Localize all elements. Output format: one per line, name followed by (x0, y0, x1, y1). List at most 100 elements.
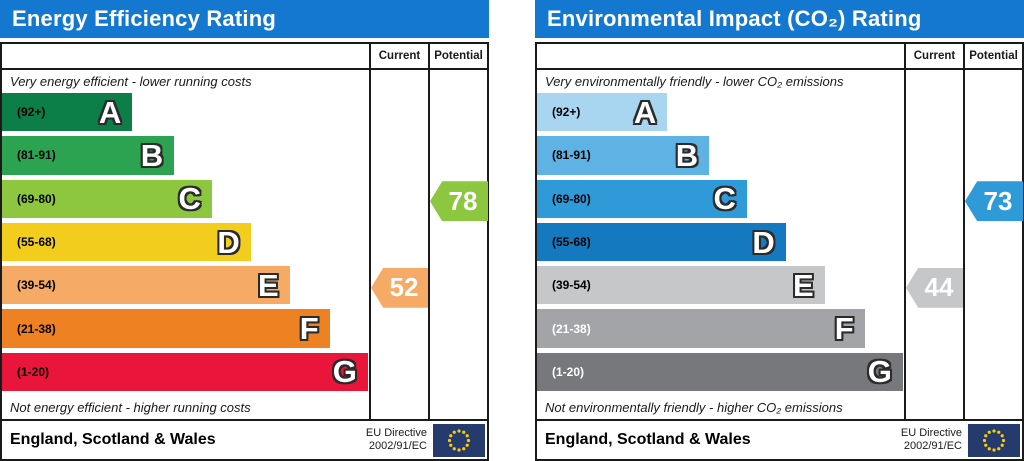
band-range-label: (69-80) (552, 191, 591, 206)
band-row-f: (21-38) F (2, 309, 369, 352)
current-score-column: 52 (369, 70, 429, 420)
top-caption: Very energy efficient - lower running co… (10, 74, 252, 89)
eu-star (984, 443, 988, 447)
eu-star (1000, 433, 1004, 437)
current-rating-arrow: 44 (906, 267, 964, 308)
band-range-label: (81-91) (552, 148, 591, 163)
eu-star (462, 430, 466, 434)
band-bar-d: (55-68) D (2, 222, 251, 262)
band-row-e: (39-54) E (2, 266, 369, 309)
eu-flag-icon (968, 423, 1020, 457)
table-footer: England, Scotland & Wales EU Directive 2… (2, 419, 487, 459)
top-caption: Very environmentally friendly - lower CO… (545, 74, 844, 89)
table-body: Very environmentally friendly - lower CO… (537, 70, 1023, 420)
band-range-label: (92+) (17, 105, 46, 120)
band-range-label: (39-54) (17, 278, 56, 293)
potential-column-header: Potential (428, 44, 487, 68)
band-letter: D (752, 224, 775, 260)
band-letter: F (299, 311, 319, 347)
bottom-caption: Not environmentally friendly - higher CO… (545, 400, 843, 416)
band-letter: D (217, 224, 240, 260)
band-range-label: (55-68) (17, 235, 56, 250)
eu-star (1000, 443, 1004, 447)
eu-directive-label: EU Directive 2002/91/EC (900, 426, 962, 453)
region-label: England, Scotland & Wales (10, 431, 216, 449)
band-letter: G (332, 354, 357, 390)
table-footer: England, Scotland & Wales EU Directive 2… (537, 419, 1022, 459)
band-bar-g: (1-20) G (2, 352, 368, 392)
band-bar-e: (39-54) E (2, 266, 290, 305)
band-letter: C (178, 181, 201, 217)
eu-star (457, 447, 461, 452)
current-score-column: 44 (904, 70, 964, 420)
band-range-label: (21-38) (552, 321, 591, 336)
band-row-b: (81-91) B (2, 136, 369, 179)
eu-star (982, 438, 987, 442)
eu-star (987, 446, 991, 450)
band-row-g: (1-20) G (2, 352, 369, 396)
band-range-label: (39-54) (552, 278, 591, 293)
eu-star (452, 446, 456, 450)
band-row-g: (1-20) G (537, 352, 904, 396)
eu-flag-icon (433, 423, 485, 457)
eu-star (466, 438, 471, 442)
band-row-f: (21-38) F (537, 309, 904, 352)
energy-efficiency-title-bar: Energy Efficiency Rating (0, 0, 489, 38)
potential-rating-arrow: 73 (965, 181, 1023, 222)
band-bar-c: (69-80) C (2, 179, 212, 218)
environmental-impact-panel: Environmental Impact (CO₂) Rating Curren… (535, 0, 1024, 461)
band-bar-d: (55-68) D (537, 222, 786, 262)
bands-area: Very energy efficient - lower running co… (2, 70, 369, 419)
current-column-header: Current (369, 44, 428, 68)
eu-star (452, 430, 456, 434)
table-body: Very energy efficient - lower running co… (2, 70, 488, 420)
energy-efficiency-table: Current Potential Very energy efficient … (0, 42, 489, 461)
band-bar-a: (92+) A (537, 93, 668, 132)
band-letter: E (258, 267, 279, 303)
energy-efficiency-panel: Energy Efficiency Rating Current Potenti… (0, 0, 489, 461)
band-range-label: (69-80) (17, 191, 56, 206)
current-rating-arrow: 52 (371, 267, 429, 308)
eu-star (449, 433, 453, 437)
eu-star (992, 447, 996, 452)
band-bar-a: (92+) A (2, 93, 133, 132)
band-range-label: (1-20) (552, 364, 585, 379)
eu-star (462, 446, 466, 450)
band-row-b: (81-91) B (537, 136, 904, 179)
band-row-c: (69-80) C (2, 179, 369, 223)
band-row-d: (55-68) D (537, 222, 904, 266)
band-rows: (92+) A (81-91) B (69-80) C (55-68) D (39-54) E (2… (2, 93, 369, 396)
environmental-impact-title-bar: Environmental Impact (CO₂) Rating (535, 0, 1024, 38)
band-range-label: (92+) (552, 105, 581, 120)
potential-score-column: 73 (963, 70, 1023, 420)
header-spacer-cell (537, 44, 904, 68)
band-letter: G (867, 354, 892, 390)
band-range-label: (81-91) (17, 148, 56, 163)
band-range-label: (21-38) (17, 321, 56, 336)
eu-star (447, 438, 452, 442)
band-row-e: (39-54) E (537, 266, 904, 309)
band-letter: B (140, 137, 164, 173)
energy-efficiency-title: Energy Efficiency Rating (12, 6, 276, 31)
bottom-caption: Not energy efficient - higher running co… (10, 400, 251, 416)
potential-column-header: Potential (963, 44, 1022, 68)
eu-star (465, 443, 469, 447)
eu-directive-label: EU Directive 2002/91/EC (365, 426, 427, 453)
band-bar-e: (39-54) E (537, 266, 825, 305)
band-letter: A (98, 94, 122, 130)
table-header-row: Current Potential (537, 44, 1022, 70)
band-bar-f: (21-38) F (2, 309, 330, 348)
band-rows: (92+) A (81-91) B (69-80) C (55-68) D (39-54) E (2… (537, 93, 904, 396)
environmental-impact-table: Current Potential Very environmentally f… (535, 42, 1024, 461)
eu-star (987, 430, 991, 434)
potential-score-column: 78 (428, 70, 488, 420)
eu-star (449, 443, 453, 447)
eu-star (457, 428, 461, 433)
bands-area: Very environmentally friendly - lower CO… (537, 70, 904, 419)
band-range-label: (1-20) (17, 364, 50, 379)
environmental-impact-title: Environmental Impact (CO₂) Rating (547, 6, 922, 31)
eu-star (1001, 438, 1006, 442)
band-row-d: (55-68) D (2, 222, 369, 266)
band-bar-b: (81-91) B (537, 136, 710, 175)
